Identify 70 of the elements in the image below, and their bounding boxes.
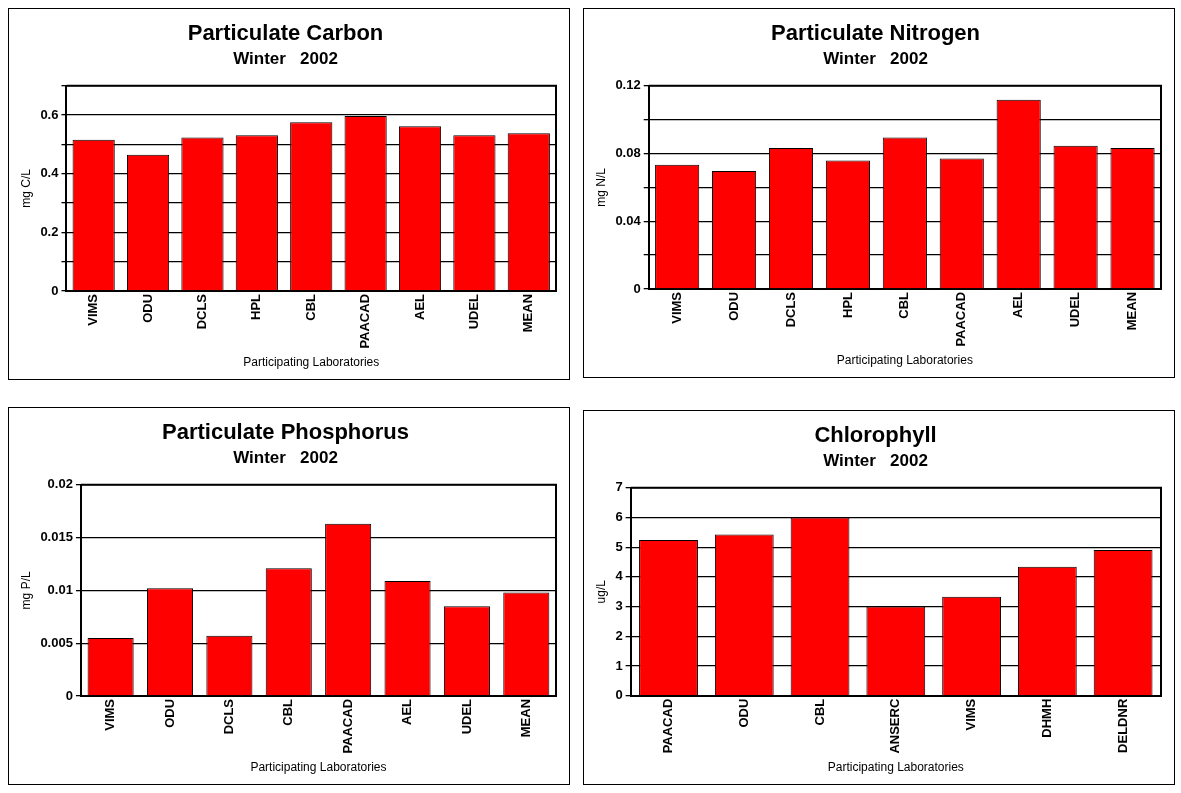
y-tick-label: 0 <box>51 282 59 298</box>
x-tick-label: AEL <box>399 698 415 725</box>
y-tick-label: 3 <box>615 598 623 614</box>
y-tick-label: 0.015 <box>40 529 73 545</box>
x-axis-title: Participating Laboratories <box>836 353 973 368</box>
y-axis-title: ug/L <box>593 579 608 604</box>
y-axis-title: mg N/L <box>593 167 608 207</box>
y-tick-label: 0.4 <box>40 165 60 181</box>
x-tick-label: VIMS <box>102 698 118 731</box>
y-tick-label: 0.12 <box>615 77 641 93</box>
x-axis-title: Participating Laboratories <box>250 760 387 775</box>
x-tick-label: DHMH <box>1038 698 1054 738</box>
x-axis-title: Participating Laboratories <box>243 355 380 370</box>
y-tick-label: 0 <box>615 687 623 703</box>
x-tick-label: HPL <box>839 291 855 318</box>
x-tick-label: ODU <box>725 291 741 321</box>
x-tick-label: CBL <box>896 291 912 319</box>
y-tick-label: 7 <box>615 479 623 495</box>
y-tick-label: 0.01 <box>47 581 73 597</box>
chart-title: Particulate Phosphorus <box>162 419 409 445</box>
chart-subtitle: Winter 2002 <box>233 448 338 468</box>
y-tick-label: 0.02 <box>47 476 73 492</box>
chart-title: Particulate Nitrogen <box>770 20 981 46</box>
x-tick-label: MEAN <box>517 698 533 738</box>
x-tick-label: DCLS <box>220 698 236 735</box>
x-tick-label: CBL <box>302 293 318 321</box>
y-tick-label: 0.04 <box>615 212 642 228</box>
x-tick-label: DELDNR <box>1114 698 1130 753</box>
y-tick-label: 6 <box>615 509 623 525</box>
x-tick-label: VIMS <box>963 698 979 731</box>
x-tick-label: PAACAD <box>953 291 969 347</box>
chart-subtitle: Winter 2002 <box>233 49 338 69</box>
y-tick-label: 0.08 <box>615 145 641 161</box>
y-tick-label: 1 <box>615 657 623 673</box>
x-tick-label: ODU <box>735 698 751 728</box>
x-tick-label: AEL <box>1010 291 1026 318</box>
x-tick-label: VIMS <box>85 293 101 326</box>
x-tick-label: UDEL <box>458 698 474 735</box>
x-tick-label: HPL <box>248 293 264 320</box>
y-tick-label: 0 <box>633 280 641 296</box>
x-tick-label: VIMS <box>668 291 684 324</box>
x-tick-label: AEL <box>411 293 427 320</box>
chart-subtitle: Winter 2002 <box>823 49 928 69</box>
x-tick-label: MEAN <box>1124 291 1140 331</box>
y-tick-label: 4 <box>615 568 624 584</box>
x-tick-label: UDEL <box>465 293 481 330</box>
chart-title: Particulate Carbon <box>187 20 384 46</box>
chart-title: Chlorophyll <box>814 422 937 448</box>
x-tick-label: ANSERC <box>887 698 903 754</box>
x-tick-label: CBL <box>811 698 827 726</box>
y-tick-label: 5 <box>615 538 623 554</box>
x-tick-label: DCLS <box>782 291 798 328</box>
x-tick-label: MEAN <box>520 293 536 333</box>
x-tick-label: PAACAD <box>339 698 355 754</box>
x-tick-label: CBL <box>280 698 296 726</box>
y-tick-label: 0.2 <box>40 223 59 239</box>
x-tick-label: DCLS <box>194 293 210 330</box>
x-tick-label: PAACAD <box>660 698 676 754</box>
y-tick-label: 0 <box>65 687 73 703</box>
y-axis-title: mg P/L <box>18 571 33 610</box>
y-axis-title: mg C/L <box>18 168 33 208</box>
y-tick-label: 2 <box>615 627 623 643</box>
y-tick-label: 0.005 <box>40 634 73 650</box>
x-tick-label: ODU <box>139 293 155 323</box>
x-axis-title: Participating Laboratories <box>827 760 964 775</box>
x-tick-label: PAACAD <box>357 293 373 349</box>
x-tick-label: ODU <box>161 698 177 728</box>
x-tick-label: UDEL <box>1067 291 1083 328</box>
y-tick-label: 0.6 <box>40 106 59 122</box>
chart-subtitle: Winter 2002 <box>823 451 928 471</box>
